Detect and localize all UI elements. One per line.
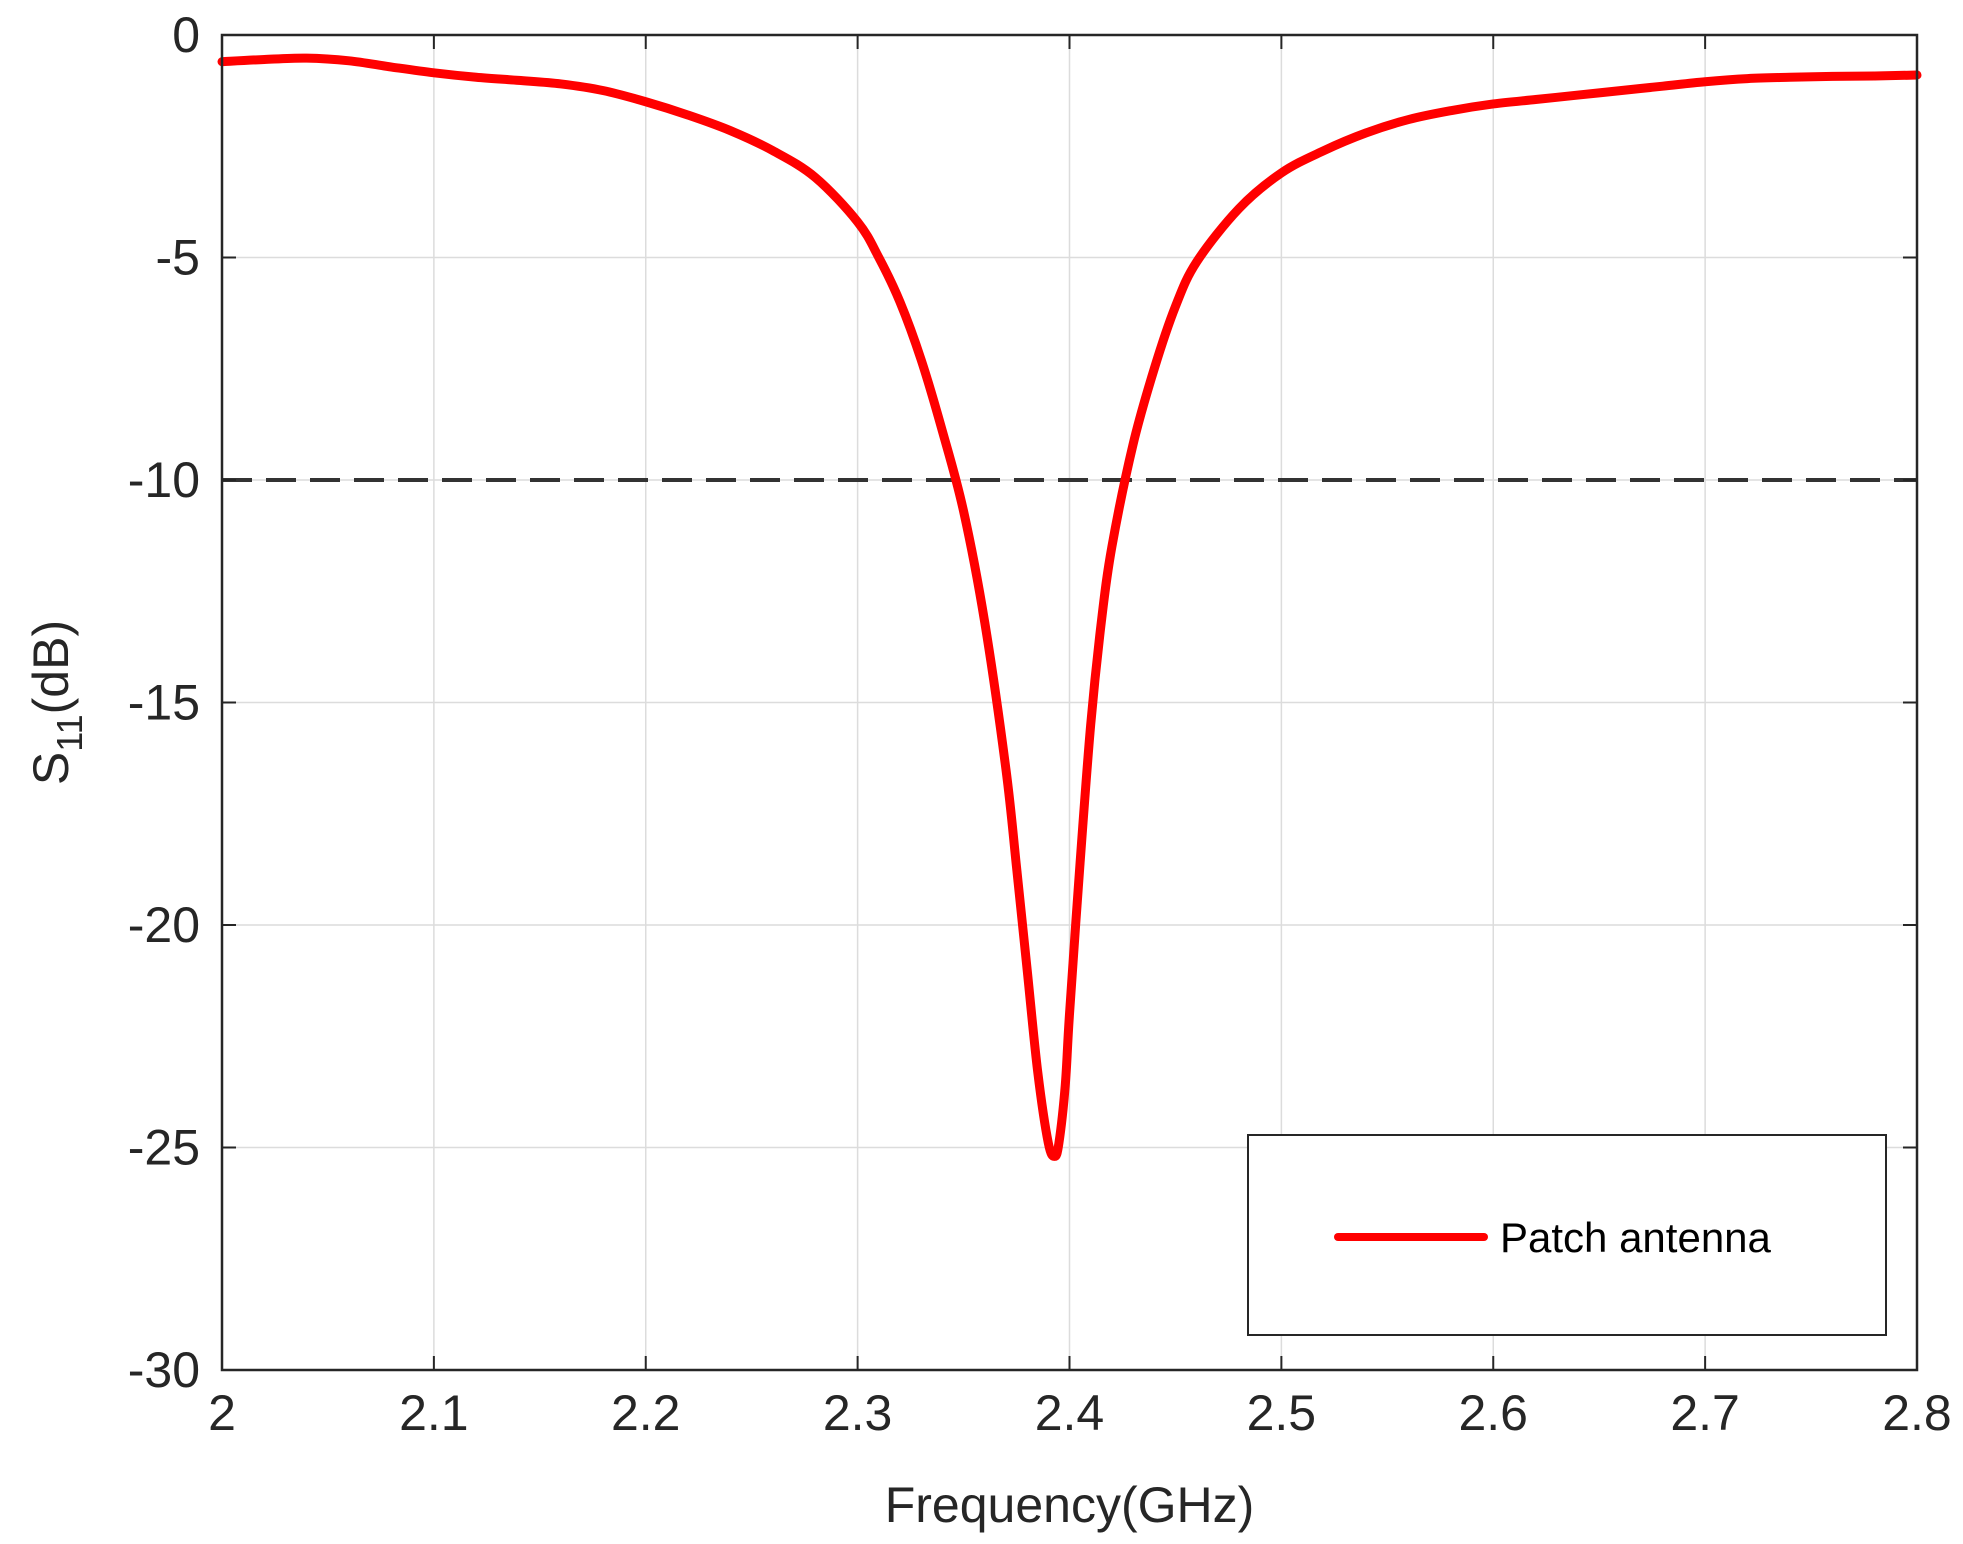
y-tick-label: -30 (128, 1342, 200, 1398)
x-tick-label: 2.4 (1035, 1385, 1105, 1441)
legend-box (1247, 1134, 1887, 1336)
legend-label-patch-antenna: Patch antenna (1500, 1214, 1772, 1261)
y-tick-label: -15 (128, 675, 200, 731)
series-line-patch-antenna (217, 53, 1922, 1161)
x-tick-label: 2.3 (823, 1385, 893, 1441)
y-axis-label-subscript: 11 (49, 714, 90, 751)
series-group (217, 53, 1922, 1161)
y-tick-label: -20 (128, 897, 200, 953)
y-tick-label: -5 (156, 230, 200, 286)
y-ticks: 0 -5 -10 -15 -20 -25 -30 (128, 7, 1917, 1398)
x-tick-label: 2.6 (1458, 1385, 1528, 1441)
x-ticks: 2 2.1 2.2 2.3 2.4 2.5 2.6 2.7 2.8 (208, 35, 1952, 1441)
y-tick-label: -25 (128, 1120, 200, 1176)
y-tick-label: -10 (128, 452, 200, 508)
x-tick-label: 2.7 (1670, 1385, 1740, 1441)
svg-text:S11(dB): S11(dB) (23, 620, 90, 785)
x-tick-label: 2.8 (1882, 1385, 1952, 1441)
y-axis-label-suffix: (dB) (23, 620, 79, 714)
y-axis-label-base: S (23, 752, 79, 785)
x-tick-label: 2 (208, 1385, 236, 1441)
x-tick-label: 2.5 (1247, 1385, 1317, 1441)
x-tick-label: 2.1 (399, 1385, 469, 1441)
y-tick-label: 0 (172, 7, 200, 63)
x-tick-label: 2.2 (611, 1385, 681, 1441)
x-axis-label: Frequency(GHz) (885, 1477, 1255, 1533)
legend: Patch antenna (1247, 1134, 1887, 1336)
y-axis-label: S11(dB) (23, 620, 90, 785)
